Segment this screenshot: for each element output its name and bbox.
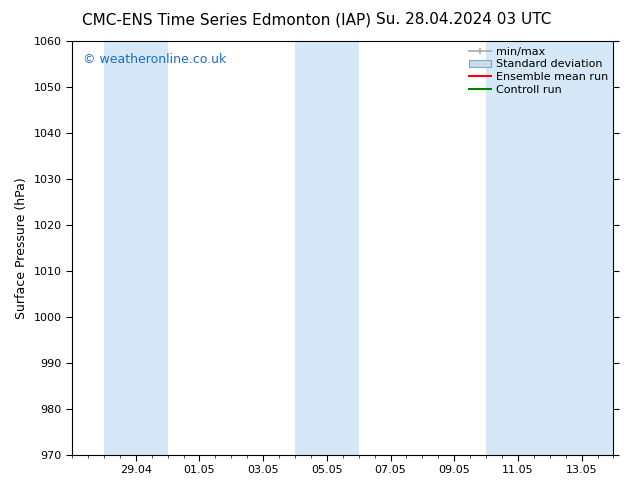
Y-axis label: Surface Pressure (hPa): Surface Pressure (hPa) — [15, 177, 28, 318]
Text: CMC-ENS Time Series Edmonton (IAP): CMC-ENS Time Series Edmonton (IAP) — [82, 12, 372, 27]
Bar — [104, 41, 167, 455]
Text: Su. 28.04.2024 03 UTC: Su. 28.04.2024 03 UTC — [376, 12, 552, 27]
Bar — [295, 41, 359, 455]
Legend: min/max, Standard deviation, Ensemble mean run, Controll run: min/max, Standard deviation, Ensemble me… — [467, 45, 610, 97]
Text: © weatheronline.co.uk: © weatheronline.co.uk — [83, 53, 226, 67]
Bar — [486, 41, 614, 455]
